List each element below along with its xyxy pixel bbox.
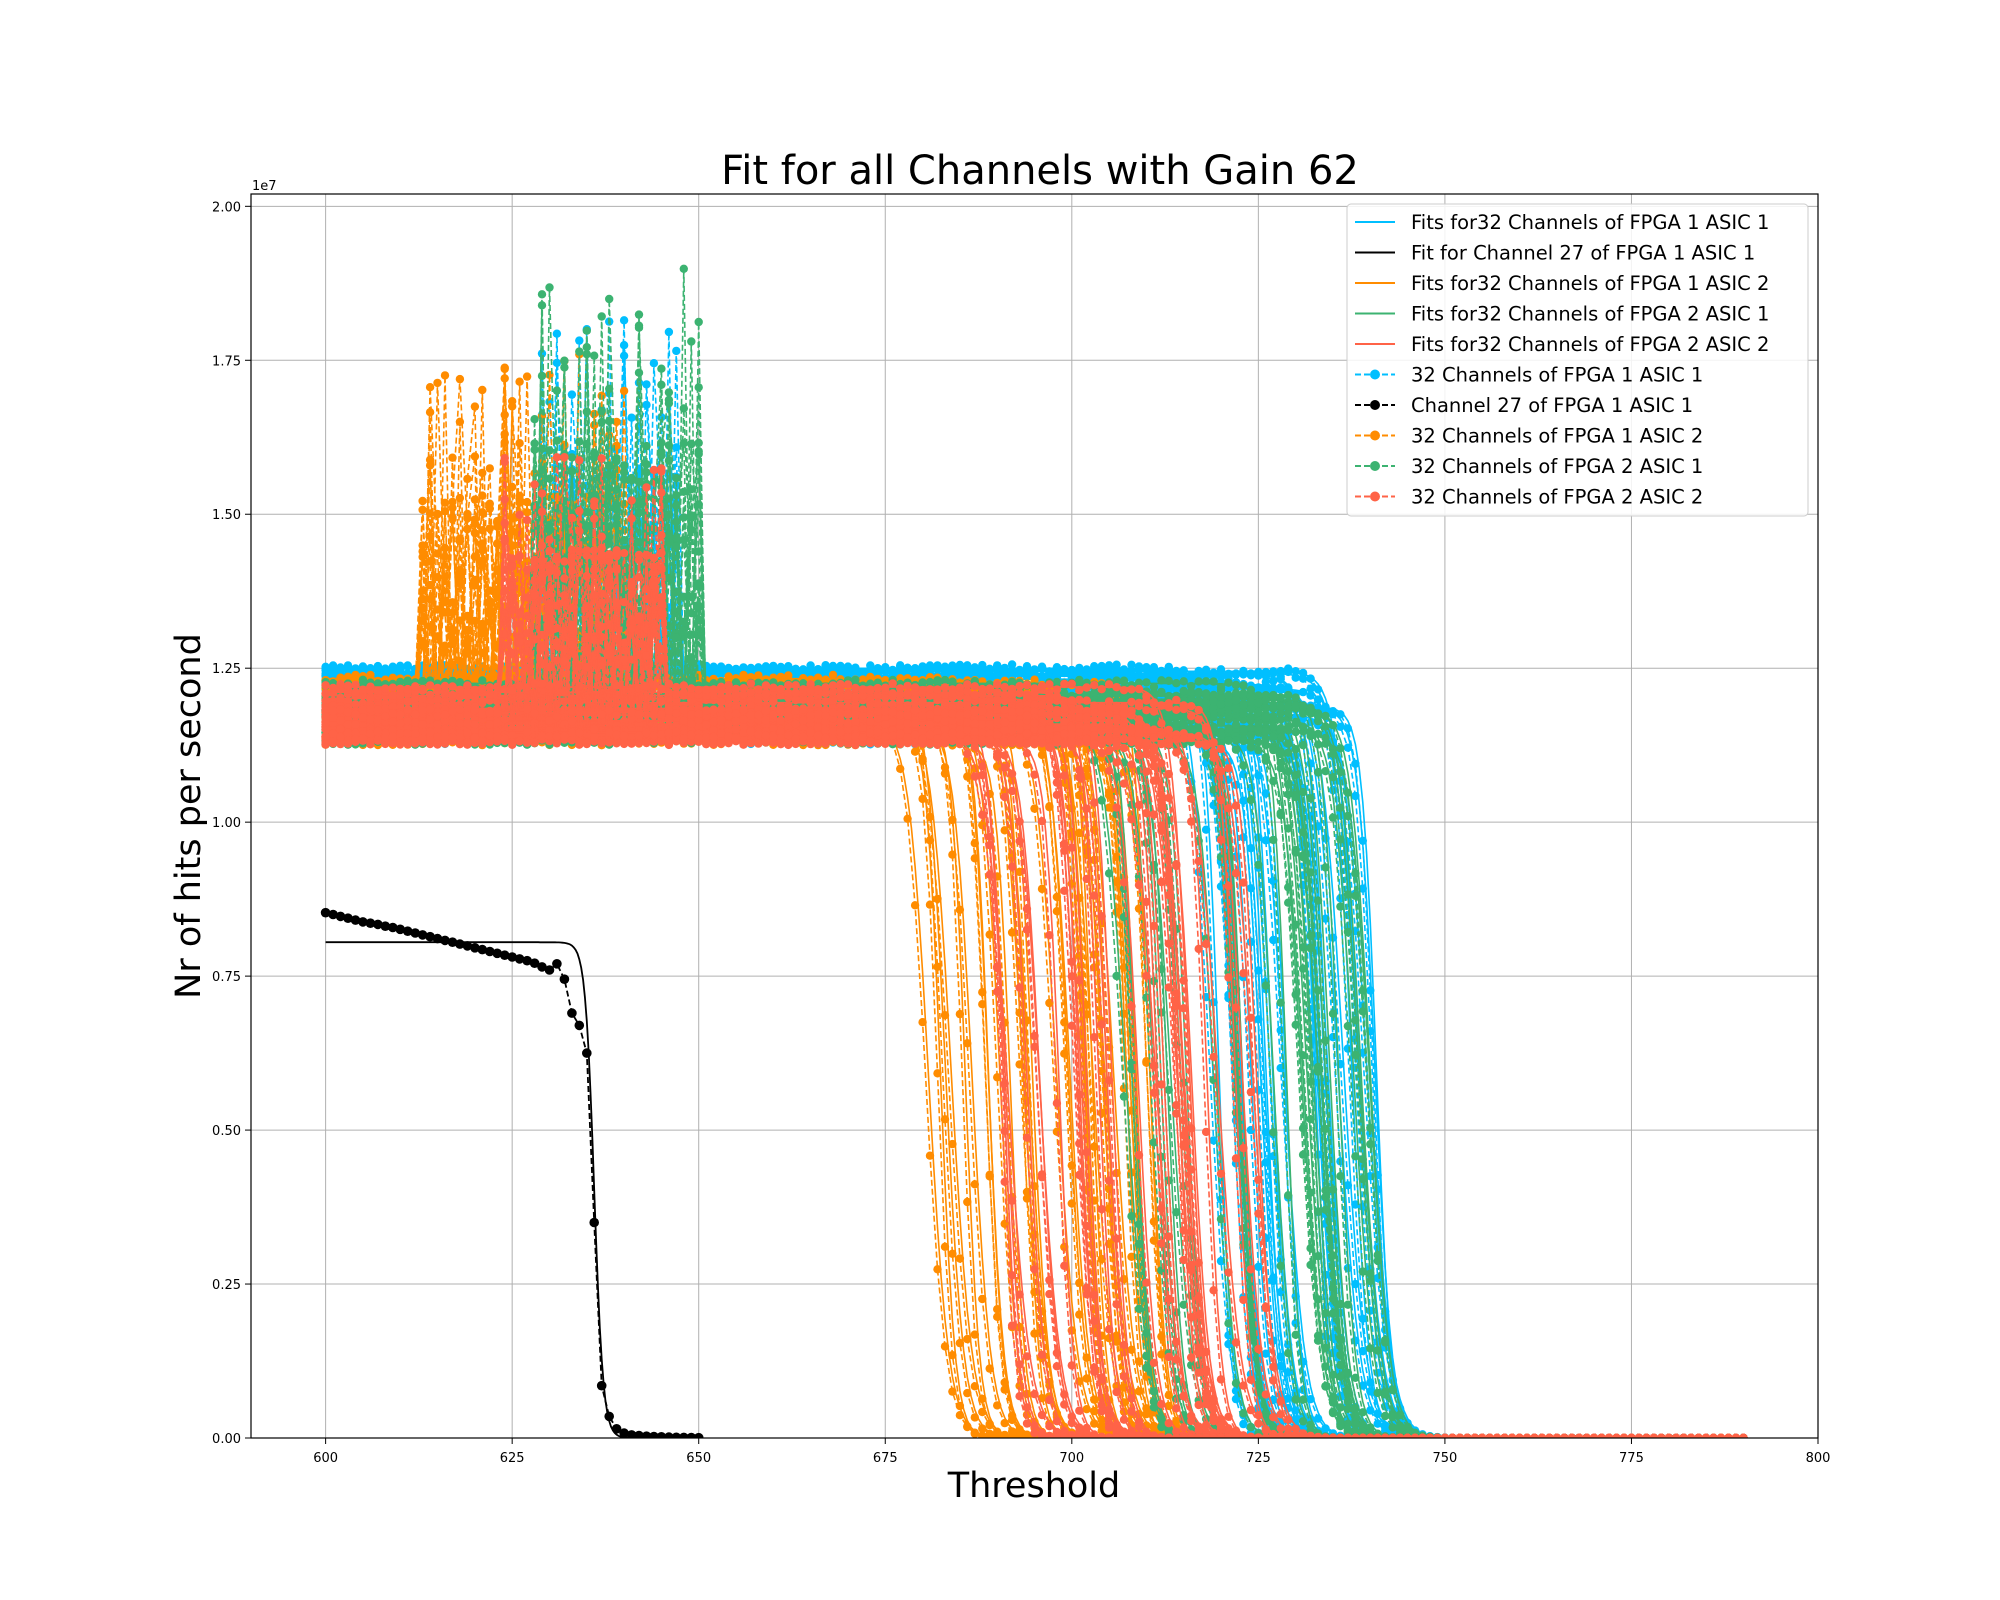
- data-point-fpga1_asic1: [672, 347, 680, 355]
- data-point-fpga1_asic1: [1269, 877, 1277, 885]
- data-point-fpga1_asic1: [553, 330, 561, 338]
- data-point-fpga1_asic1: [1254, 684, 1262, 692]
- data-point-fpga1_asic1: [575, 336, 583, 344]
- data-point-fpga1_asic1: [1336, 710, 1344, 718]
- data-point-fpga1_asic1: [1359, 837, 1367, 845]
- data-point-fpga1_asic1: [568, 390, 576, 398]
- data-point-fpga1_asic1: [1306, 1395, 1314, 1403]
- data-point-fpga1_asic1: [1254, 1086, 1262, 1094]
- data-point-fpga1_asic1: [1277, 683, 1285, 691]
- data-point-fpga1_asic1: [1374, 1409, 1382, 1417]
- data-point-fpga1_asic1: [1262, 836, 1270, 844]
- data-point-fpga1_asic1: [1344, 1044, 1352, 1052]
- data-point-fpga1_asic1: [1269, 677, 1277, 685]
- data-point-fpga1_asic1: [1269, 1273, 1277, 1281]
- data-point-fpga1_asic1: [1344, 724, 1352, 732]
- data-point-fpga1_asic1: [1351, 1280, 1359, 1288]
- data-point-fpga1_asic1: [627, 414, 635, 422]
- data-point-fpga1_asic1: [1336, 723, 1344, 731]
- data-point-fpga1_asic1: [1381, 1421, 1389, 1429]
- data-point-fpga1_asic1: [1299, 688, 1307, 696]
- data-point-fpga1_asic1: [642, 380, 650, 388]
- chart-title: Fit for all Channels with Gain 62: [721, 148, 1359, 194]
- data-point-fpga1_asic1: [620, 341, 628, 349]
- data-point-fpga1_asic1: [1314, 1414, 1322, 1422]
- data-point-fpga1_asic1: [1374, 1420, 1382, 1428]
- data-point-fpga1_asic1: [665, 328, 673, 336]
- data-point-fpga1_asic1: [1366, 1406, 1374, 1414]
- data-point-fpga1_asic1: [1321, 1424, 1329, 1432]
- data-point-fpga1_asic1: [650, 359, 658, 367]
- data-point-fpga1_asic1: [1269, 936, 1277, 944]
- data-point-fpga1_asic1: [620, 352, 628, 360]
- data-point-fpga1_asic1: [1344, 1181, 1352, 1189]
- data-point-fpga1_asic1: [642, 401, 650, 409]
- data-point-fpga1_asic1: [1359, 1347, 1367, 1355]
- data-point-fpga1_asic1: [1366, 1387, 1374, 1395]
- data-point-fpga1_asic1: [1299, 1386, 1307, 1394]
- data-point-fpga1_asic1: [1329, 1033, 1337, 1041]
- data-point-fpga1_asic1: [1351, 760, 1359, 768]
- data-point-fpga1_asic1: [620, 316, 628, 324]
- data-point-fpga1_asic1: [672, 443, 680, 451]
- data-point-fpga1_asic1: [1366, 986, 1374, 994]
- data-point-fpga1_asic1: [1247, 938, 1255, 946]
- data-point-fpga1_asic1: [1254, 771, 1262, 779]
